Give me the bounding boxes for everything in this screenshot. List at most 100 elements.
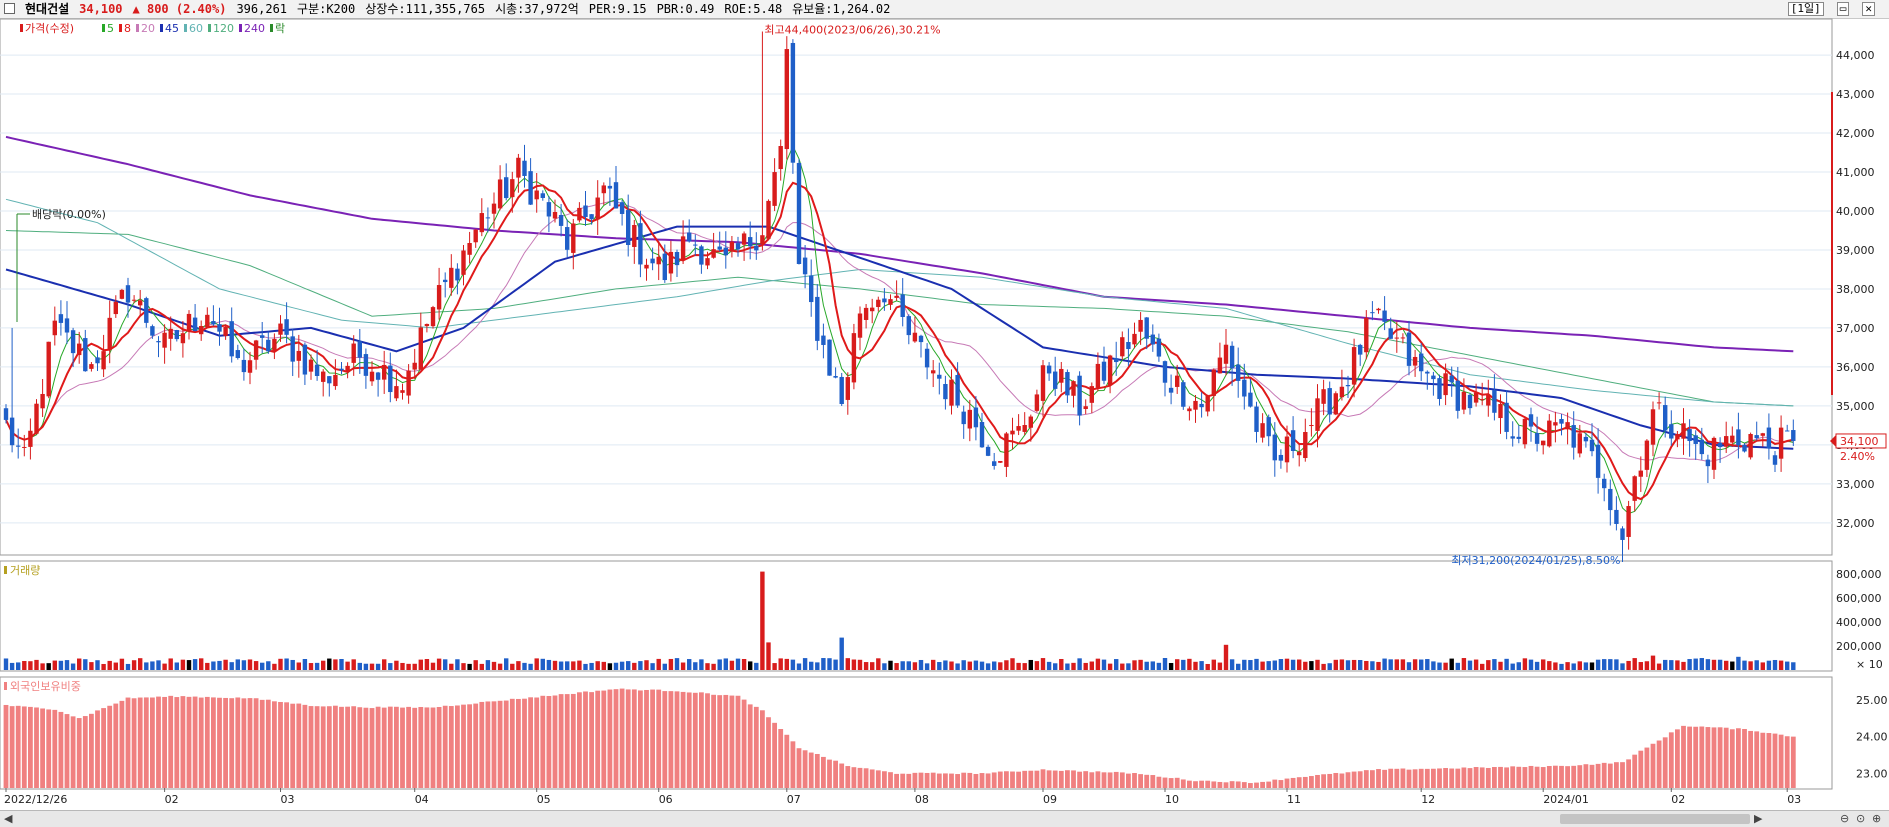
- reserve-ratio: 유보율:1,264.02: [792, 2, 891, 16]
- candle-body: [1181, 382, 1186, 407]
- foreign-ratio-bar: [284, 702, 289, 788]
- foreign-ratio-bar: [137, 697, 143, 788]
- foreign-ratio-bar: [1632, 754, 1638, 788]
- zoom-in-icon[interactable]: ⊕: [1872, 812, 1882, 825]
- candle-body: [266, 339, 271, 352]
- volume-bar: [1370, 661, 1375, 670]
- volume-bar: [998, 662, 1003, 670]
- foreign-ratio-bar: [680, 691, 686, 788]
- volume-bar: [674, 658, 680, 670]
- foreign-ratio-bar: [1760, 732, 1766, 788]
- candle-body: [449, 267, 454, 288]
- zoom-out-icon[interactable]: ⊖: [1840, 812, 1850, 825]
- volume-bar: [888, 660, 893, 670]
- volume-bar: [577, 660, 582, 670]
- candle-body: [1010, 430, 1015, 435]
- candle-body: [1669, 424, 1674, 439]
- foreign-ratio-bar: [34, 707, 39, 788]
- volume-bar: [534, 658, 539, 670]
- volume-bar: [741, 658, 747, 670]
- scroll-thumb[interactable]: [1560, 814, 1750, 824]
- candle-body: [235, 350, 240, 359]
- foreign-ratio-bar: [1138, 774, 1143, 788]
- foreign-ratio-bar: [1510, 766, 1516, 788]
- candle-body: [406, 370, 411, 396]
- volume-bar: [583, 663, 588, 670]
- volume-bar: [1455, 662, 1460, 670]
- foreign-ratio-bar: [577, 692, 582, 788]
- foreign-ratio-bar: [1681, 725, 1686, 788]
- candle-body: [107, 317, 112, 350]
- scroll-right-icon[interactable]: ▶: [1754, 812, 1763, 825]
- candle-body: [1089, 386, 1094, 403]
- volume-bar: [223, 659, 228, 670]
- volume-bar: [796, 663, 802, 670]
- volume-bar: [924, 663, 930, 670]
- x-axis-label: 10: [1165, 793, 1179, 806]
- volume-bar: [748, 661, 753, 670]
- chart-canvas[interactable]: 32,00033,00034,00035,00036,00037,00038,0…: [0, 0, 1889, 810]
- candle-body: [516, 157, 521, 178]
- foreign-ratio-bar: [564, 694, 570, 788]
- candle-body: [333, 374, 338, 387]
- candle-body: [394, 386, 399, 399]
- candle-body: [1766, 427, 1772, 449]
- foreign-ratio-bar: [790, 741, 796, 788]
- foreign-ratio-bar: [723, 694, 729, 788]
- volume-bar: [961, 660, 966, 670]
- foreign-ratio-bar: [1156, 776, 1162, 788]
- candle-body: [1156, 338, 1162, 357]
- volume-bar: [101, 663, 106, 670]
- foreign-ratio-bar: [1351, 771, 1357, 788]
- panel-checkbox[interactable]: [4, 3, 15, 14]
- volume-bar: [1254, 658, 1259, 670]
- foreign-ratio-bar: [82, 716, 88, 788]
- volume-bar: [363, 663, 369, 670]
- period-selector[interactable]: [1일]: [1787, 2, 1824, 16]
- candle-body: [351, 343, 356, 363]
- volume-bar: [125, 663, 131, 670]
- scroll-left-icon[interactable]: ◀: [4, 812, 13, 825]
- price-tick-label: 40,000: [1836, 205, 1875, 218]
- candle-body: [229, 321, 234, 357]
- volume-bar: [644, 660, 649, 670]
- volume-bar: [1492, 659, 1497, 670]
- foreign-ratio-bar: [851, 767, 857, 788]
- horizontal-scrollbar[interactable]: ◀ ▶ ⊖ ⊙ ⊕: [0, 810, 1889, 827]
- volume-bar: [247, 659, 253, 670]
- volume-bar: [1565, 662, 1570, 670]
- x-axis-label: 11: [1287, 793, 1301, 806]
- candle-body: [949, 379, 954, 406]
- candle-body: [1638, 470, 1643, 477]
- candle-body: [717, 246, 722, 250]
- foreign-ratio-bar: [1668, 732, 1674, 788]
- candle-body: [504, 177, 509, 199]
- candle-body: [345, 365, 350, 372]
- volume-bar: [522, 662, 527, 670]
- foreign-ratio-bar: [1394, 768, 1400, 788]
- minimize-icon[interactable]: ▭: [1836, 2, 1850, 16]
- foreign-ratio-bar: [1705, 727, 1711, 788]
- foreign-ratio-bar: [650, 689, 655, 788]
- close-icon[interactable]: ✕: [1862, 2, 1875, 16]
- foreign-ratio-bar: [1272, 779, 1278, 788]
- candle-body: [735, 243, 741, 250]
- volume-bar: [815, 662, 820, 670]
- volume-title: 거래량: [10, 564, 40, 577]
- volume-bar: [754, 662, 759, 670]
- foreign-ratio-bar: [1077, 771, 1082, 788]
- stock-name[interactable]: 현대건설: [25, 2, 70, 16]
- foreign-ratio-bar: [882, 771, 887, 788]
- foreign-ratio-bar: [1065, 770, 1070, 788]
- volume-bar: [174, 662, 179, 670]
- foreign-ratio-bar: [1132, 773, 1137, 788]
- foreign-ratio-bar: [1260, 781, 1265, 788]
- x-axis-label: 03: [1787, 793, 1801, 806]
- volume-bar: [766, 642, 771, 670]
- candle-body: [601, 185, 606, 194]
- zoom-reset-icon[interactable]: ⊙: [1856, 812, 1866, 825]
- foreign-ratio-bar: [1199, 780, 1204, 788]
- foreign-ratio-bar: [430, 707, 436, 788]
- volume-bar: [272, 663, 277, 670]
- volume-bar: [278, 658, 283, 670]
